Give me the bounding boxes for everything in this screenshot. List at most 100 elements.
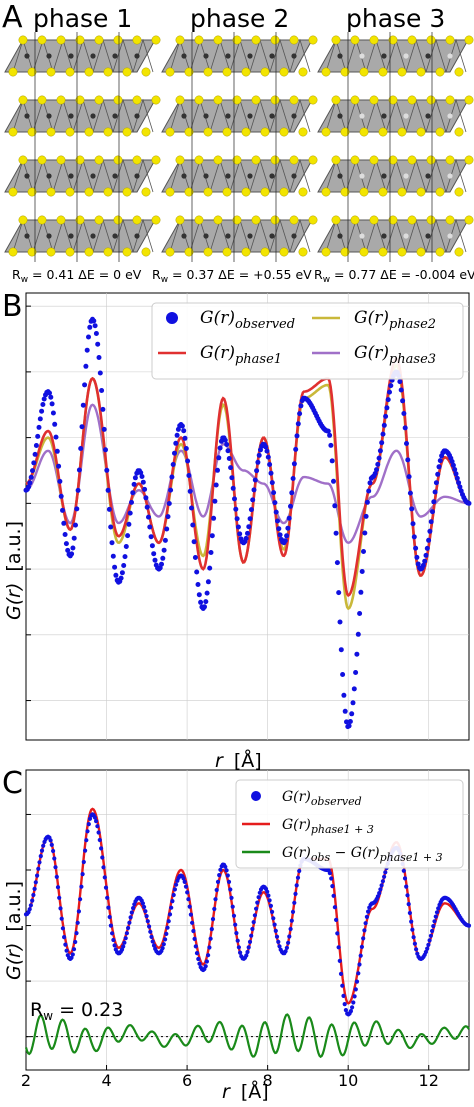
metal-atom xyxy=(112,53,118,59)
observed-point xyxy=(340,983,345,988)
observed-point xyxy=(40,402,46,407)
observed-point xyxy=(271,916,276,921)
crystal-structures xyxy=(4,32,474,262)
observed-point xyxy=(48,838,53,843)
observed-point xyxy=(231,913,237,918)
observed-point xyxy=(226,879,232,885)
panel-c-xlabel-var: r xyxy=(222,1081,231,1103)
observed-point xyxy=(359,569,365,574)
observed-point xyxy=(123,544,129,549)
observed-point xyxy=(186,897,191,902)
sulfur-atom xyxy=(37,95,47,105)
observed-point xyxy=(49,842,54,848)
observed-point xyxy=(402,425,408,431)
x-tick-label: 2 xyxy=(21,1071,31,1090)
structure-layer xyxy=(317,35,474,77)
panel-a: A phase 1 phase 2 phase 3 Rw = 0.41 ΔE = 0… xyxy=(2,0,474,285)
sulfur-atom xyxy=(18,155,28,165)
metal-atom xyxy=(269,113,275,119)
observed-point xyxy=(187,488,193,494)
sulfur-atom xyxy=(165,247,175,257)
sulfur-atom xyxy=(321,127,331,137)
observed-point xyxy=(351,1000,356,1005)
observed-point xyxy=(273,928,278,934)
metal-atom xyxy=(90,173,96,179)
metal-atom xyxy=(447,113,453,119)
sulfur-atom xyxy=(84,127,94,137)
observed-point xyxy=(103,447,108,453)
observed-point xyxy=(272,922,277,927)
metal-atom xyxy=(134,53,140,59)
observed-point xyxy=(297,868,302,874)
metal-atom xyxy=(291,233,297,239)
observed-point xyxy=(363,513,369,519)
observed-point xyxy=(433,480,439,486)
observed-point xyxy=(181,428,187,434)
sulfur-atom xyxy=(369,95,379,105)
observed-point xyxy=(361,936,366,941)
observed-point xyxy=(41,843,46,848)
observed-point xyxy=(401,868,406,873)
observed-point xyxy=(457,484,463,490)
observed-point xyxy=(63,942,68,947)
legend-entry: G(r)phase1 + 3 xyxy=(242,817,374,836)
observed-point xyxy=(39,848,45,853)
observed-point xyxy=(151,943,157,948)
observed-point xyxy=(149,934,154,940)
observed-point xyxy=(256,895,261,900)
sulfur-atom xyxy=(18,35,28,45)
observed-point xyxy=(192,555,198,560)
sulfur-atom xyxy=(416,247,426,257)
observed-point xyxy=(294,883,299,888)
observed-point xyxy=(75,487,81,493)
observed-point xyxy=(129,910,134,915)
sulfur-atom xyxy=(103,247,113,257)
metal-atom xyxy=(403,113,409,119)
observed-point xyxy=(204,959,209,964)
observed-point xyxy=(359,944,364,950)
observed-point xyxy=(286,940,291,945)
sulfur-atom xyxy=(203,247,213,257)
observed-point xyxy=(65,547,71,553)
sulfur-atom xyxy=(340,247,350,257)
structure-layer xyxy=(317,95,474,137)
observed-point xyxy=(212,906,217,912)
slab-edge xyxy=(269,158,291,193)
sulfur-atom xyxy=(151,95,161,105)
observed-point xyxy=(267,462,273,467)
observed-point xyxy=(298,403,304,409)
observed-point xyxy=(84,347,90,353)
observed-point xyxy=(366,909,371,914)
observed-point xyxy=(32,886,37,892)
sulfur-atom xyxy=(289,35,299,45)
sulfur-atom xyxy=(308,35,318,45)
sulfur-atom xyxy=(37,35,47,45)
sulfur-atom xyxy=(407,155,417,165)
metal-atom xyxy=(134,113,140,119)
observed-point xyxy=(93,331,99,336)
observed-point xyxy=(101,865,106,870)
sulfur-atom xyxy=(132,215,142,225)
observed-point xyxy=(111,937,116,943)
metal-atom xyxy=(381,113,387,119)
observed-point xyxy=(397,379,403,385)
observed-point xyxy=(362,928,367,933)
observed-point xyxy=(288,926,293,932)
observed-point xyxy=(194,569,200,575)
observed-point xyxy=(127,510,133,516)
metal-atom xyxy=(68,53,74,59)
observed-point xyxy=(179,423,185,429)
observed-point xyxy=(378,887,383,892)
observed-point xyxy=(358,589,364,595)
observed-point xyxy=(254,468,260,474)
observed-point xyxy=(171,892,176,898)
sulfur-atom xyxy=(113,95,123,105)
observed-point xyxy=(434,910,440,915)
observed-point xyxy=(362,530,368,536)
observed-point xyxy=(37,860,42,865)
metal-atom xyxy=(269,53,275,59)
observed-point xyxy=(30,898,35,903)
sulfur-atom xyxy=(8,127,18,137)
sulfur-atom xyxy=(46,187,56,197)
metal-atom xyxy=(247,233,253,239)
